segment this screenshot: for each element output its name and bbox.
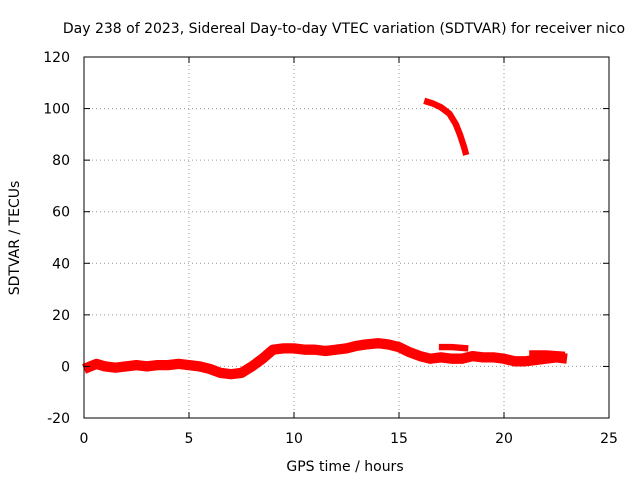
data-series [82,97,568,380]
y-tick-label: 0 [61,359,70,375]
data-line [438,343,469,352]
y-tick-label: 120 [43,50,70,66]
data-line [82,338,568,380]
data-line [529,350,566,358]
x-tick-label: 20 [495,431,513,447]
axis-ticks: 0 5 10 15 20 25 -20 0 20 40 60 80 100 120 [43,50,618,447]
y-tick-label: 80 [52,153,70,169]
data-line [423,97,470,156]
y-axis-label: SDTVAR / TECUs [7,181,23,296]
x-tick-label: 5 [185,431,194,447]
y-tick-label: 20 [52,308,70,324]
x-tick-label: 10 [285,431,303,447]
plot-frame [83,56,610,419]
x-axis-label: GPS time / hours [286,459,403,475]
y-tick-label: -20 [47,411,70,427]
x-tick-label: 25 [600,431,618,447]
x-tick-label: 15 [390,431,408,447]
chart-title: Day 238 of 2023, Sidereal Day-to-day VTE… [63,21,625,37]
y-tick-label: 40 [52,256,70,272]
x-tick-label: 0 [80,431,89,447]
y-tick-label: 60 [52,205,70,221]
y-tick-label: 100 [43,102,70,118]
